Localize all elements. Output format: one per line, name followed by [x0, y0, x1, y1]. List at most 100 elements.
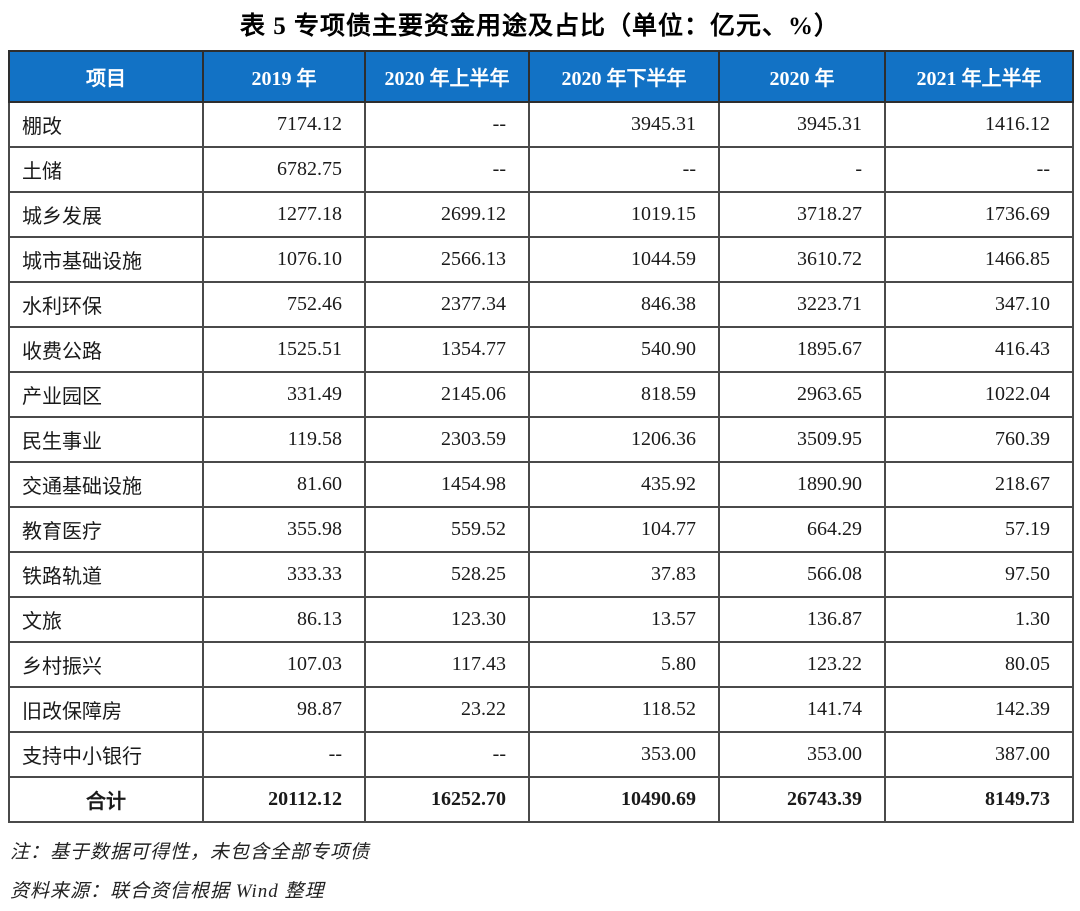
cell-value: 10490.69 — [528, 776, 720, 823]
cell-value: 1416.12 — [884, 101, 1074, 148]
cell-value: 1044.59 — [528, 236, 720, 283]
cell-value: 218.67 — [884, 461, 1074, 508]
footnotes: 注：基于数据可得性，未包含全部专项债 资料来源：联合资信根据 Wind 整理 — [8, 823, 1072, 911]
table-note: 注：基于数据可得性，未包含全部专项债 — [10, 842, 371, 863]
cell-value: 1454.98 — [364, 461, 530, 508]
cell-value: 1525.51 — [202, 326, 366, 373]
cell-value: 1022.04 — [884, 371, 1074, 418]
cell-value: 566.08 — [718, 551, 886, 598]
cell-value: 2566.13 — [364, 236, 530, 283]
cell-value: 3945.31 — [718, 101, 886, 148]
cell-value: 86.13 — [202, 596, 366, 643]
cell-value: 3223.71 — [718, 281, 886, 328]
cell-value: 2963.65 — [718, 371, 886, 418]
total-row: 合计 20112.12 16252.70 10490.69 26743.39 8149.7… — [8, 776, 1074, 823]
cell-value: 818.59 — [528, 371, 720, 418]
column-header: 2021 年上半年 — [884, 50, 1074, 103]
cell-value: 23.22 — [364, 686, 530, 733]
table-row: 文旅 86.13 123.30 13.57 136.87 1.30 — [8, 596, 1074, 643]
cell-value: 331.49 — [202, 371, 366, 418]
cell-value: 1890.90 — [718, 461, 886, 508]
cell-value: 559.52 — [364, 506, 530, 553]
cell-value: 16252.70 — [364, 776, 530, 823]
cell-value: 752.46 — [202, 281, 366, 328]
table-body: 棚改 7174.12 -- 3945.31 3945.31 1416.12 土储 6782.7… — [8, 101, 1074, 823]
cell-value: 80.05 — [884, 641, 1074, 688]
cell-value: 26743.39 — [718, 776, 886, 823]
special-bond-usage-table: 项目 2019 年 2020 年上半年 2020 年下半年 2020 年 2021 年上半… — [8, 50, 1074, 823]
row-label: 文旅 — [8, 596, 204, 643]
cell-value: 3509.95 — [718, 416, 886, 463]
row-label: 铁路轨道 — [8, 551, 204, 598]
cell-value: 1076.10 — [202, 236, 366, 283]
cell-value: 2145.06 — [364, 371, 530, 418]
column-header: 2020 年上半年 — [364, 50, 530, 103]
cell-value: 3945.31 — [528, 101, 720, 148]
cell-value: 81.60 — [202, 461, 366, 508]
table-row: 教育医疗 355.98 559.52 104.77 664.29 57.19 — [8, 506, 1074, 553]
cell-value: 387.00 — [884, 731, 1074, 778]
table-row: 支持中小银行 -- -- 353.00 353.00 387.00 — [8, 731, 1074, 778]
cell-value: 136.87 — [718, 596, 886, 643]
cell-value: 97.50 — [884, 551, 1074, 598]
cell-value: 2699.12 — [364, 191, 530, 238]
cell-value: 98.87 — [202, 686, 366, 733]
table-row: 民生事业 119.58 2303.59 1206.36 3509.95 760.39 — [8, 416, 1074, 463]
cell-value: 664.29 — [718, 506, 886, 553]
table-row: 土储 6782.75 -- -- - -- — [8, 146, 1074, 193]
table-title: 表 5 专项债主要资金用途及占比（单位：亿元、%） — [239, 13, 840, 40]
table-row: 收费公路 1525.51 1354.77 540.90 1895.67 416.43 — [8, 326, 1074, 373]
table-row: 城乡发展 1277.18 2699.12 1019.15 3718.27 1736.69 — [8, 191, 1074, 238]
row-label: 民生事业 — [8, 416, 204, 463]
cell-value: 1.30 — [884, 596, 1074, 643]
row-label: 城市基础设施 — [8, 236, 204, 283]
cell-value: 117.43 — [364, 641, 530, 688]
cell-value: 1895.67 — [718, 326, 886, 373]
row-label: 棚改 — [8, 101, 204, 148]
row-label: 土储 — [8, 146, 204, 193]
table-row: 交通基础设施 81.60 1454.98 435.92 1890.90 218.67 — [8, 461, 1074, 508]
cell-value: 142.39 — [884, 686, 1074, 733]
cell-value: -- — [202, 731, 366, 778]
cell-value: -- — [364, 146, 530, 193]
table-row: 乡村振兴 107.03 117.43 5.80 123.22 80.05 — [8, 641, 1074, 688]
cell-value: - — [718, 146, 886, 193]
cell-value: 3718.27 — [718, 191, 886, 238]
cell-value: 6782.75 — [202, 146, 366, 193]
cell-value: -- — [364, 101, 530, 148]
column-header: 2020 年下半年 — [528, 50, 720, 103]
cell-value: 435.92 — [528, 461, 720, 508]
row-label: 产业园区 — [8, 371, 204, 418]
cell-value: 104.77 — [528, 506, 720, 553]
cell-value: 347.10 — [884, 281, 1074, 328]
cell-value: -- — [528, 146, 720, 193]
table-row: 产业园区 331.49 2145.06 818.59 2963.65 1022.04 — [8, 371, 1074, 418]
cell-value: 760.39 — [884, 416, 1074, 463]
cell-value: 2377.34 — [364, 281, 530, 328]
cell-value: 57.19 — [884, 506, 1074, 553]
cell-value: 141.74 — [718, 686, 886, 733]
cell-value: 353.00 — [718, 731, 886, 778]
cell-value: 353.00 — [528, 731, 720, 778]
cell-value: 118.52 — [528, 686, 720, 733]
row-label: 合计 — [8, 776, 204, 823]
cell-value: 7174.12 — [202, 101, 366, 148]
cell-value: 37.83 — [528, 551, 720, 598]
cell-value: 846.38 — [528, 281, 720, 328]
cell-value: 123.30 — [364, 596, 530, 643]
header-row: 项目 2019 年 2020 年上半年 2020 年下半年 2020 年 2021 年上半… — [8, 50, 1074, 103]
cell-value: 1466.85 — [884, 236, 1074, 283]
table-row: 水利环保 752.46 2377.34 846.38 3223.71 347.10 — [8, 281, 1074, 328]
column-header: 2020 年 — [718, 50, 886, 103]
cell-value: 416.43 — [884, 326, 1074, 373]
cell-value: 333.33 — [202, 551, 366, 598]
row-label: 城乡发展 — [8, 191, 204, 238]
row-label: 旧改保障房 — [8, 686, 204, 733]
cell-value: 1736.69 — [884, 191, 1074, 238]
cell-value: 1019.15 — [528, 191, 720, 238]
column-header: 项目 — [8, 50, 204, 103]
table-header: 项目 2019 年 2020 年上半年 2020 年下半年 2020 年 2021 年上半… — [8, 50, 1074, 103]
cell-value: 1354.77 — [364, 326, 530, 373]
cell-value: 3610.72 — [718, 236, 886, 283]
row-label: 教育医疗 — [8, 506, 204, 553]
